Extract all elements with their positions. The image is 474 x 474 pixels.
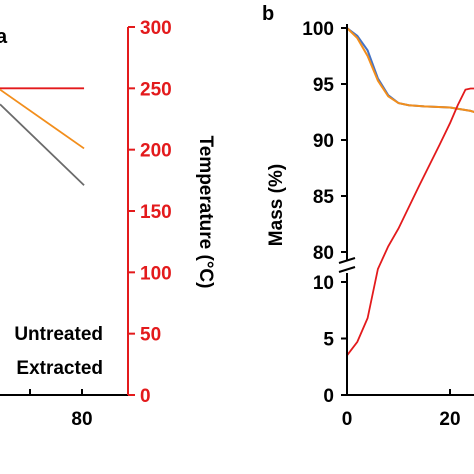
panel-a-right-tick-label-0: 0 <box>140 386 151 407</box>
panel-b-y-tick-label-100: 100 <box>302 19 334 40</box>
panel-b: b Mass (%) 80 85 90 95 100 0 5 10 0 20 <box>262 3 474 430</box>
series-line-extracted <box>0 88 85 150</box>
panel-b-y-ticks: 80 85 90 95 100 0 5 10 <box>302 19 347 407</box>
panel-b-y-tick-label-10: 10 <box>313 273 334 294</box>
panel-b-y-tick-label-80: 80 <box>313 243 334 264</box>
panel-b-y-tick-label-95: 95 <box>313 75 335 96</box>
panel-b-series <box>346 27 474 356</box>
panel-b-y-tick-label-85: 85 <box>313 187 335 208</box>
panel-a-right-tick-label-200: 200 <box>140 141 172 162</box>
axis-break-mark <box>338 257 356 273</box>
panel-a-right-tick-label-50: 50 <box>140 325 161 346</box>
panel-a-right-tick-label-100: 100 <box>140 263 172 284</box>
panel-b-ylabel: Mass (%) <box>266 164 287 246</box>
legend-extracted: Extracted <box>16 358 103 379</box>
panel-b-letter: b <box>262 3 274 25</box>
panel-b-x-tick-label-20: 20 <box>439 409 460 430</box>
panel-a-right-tick-label-250: 250 <box>140 79 172 100</box>
series-line-temperature <box>346 87 474 356</box>
panel-b-y-tick-label-5: 5 <box>323 330 334 351</box>
series-line-untreated <box>346 27 474 114</box>
panel-a-right-tick-label-150: 150 <box>140 202 172 223</box>
panel-a-letter: a <box>0 26 8 48</box>
panel-a: a 80 0 50 100 150 200 250 300 Temperature (°C)… <box>0 18 216 430</box>
panel-b-x-ticks: 0 20 <box>342 389 461 430</box>
panel-a-right-tick-label-300: 300 <box>140 18 172 39</box>
panel-b-x-tick-label-0: 0 <box>342 409 353 430</box>
panel-b-y-tick-label-90: 90 <box>313 131 334 152</box>
panel-a-right-ylabel: Temperature (°C) <box>195 136 216 289</box>
legend-untreated: Untreated <box>14 324 103 345</box>
series-line-untreated <box>0 103 85 186</box>
panel-a-right-ticks: 0 50 100 150 200 250 300 <box>128 18 172 407</box>
panel-b-y-tick-label-0: 0 <box>323 386 334 407</box>
panel-a-series <box>0 88 85 186</box>
panel-a-x-ticks: 80 <box>71 389 93 430</box>
series-line-extracted <box>346 27 474 114</box>
panel-a-x-tick-label-80: 80 <box>71 409 92 430</box>
